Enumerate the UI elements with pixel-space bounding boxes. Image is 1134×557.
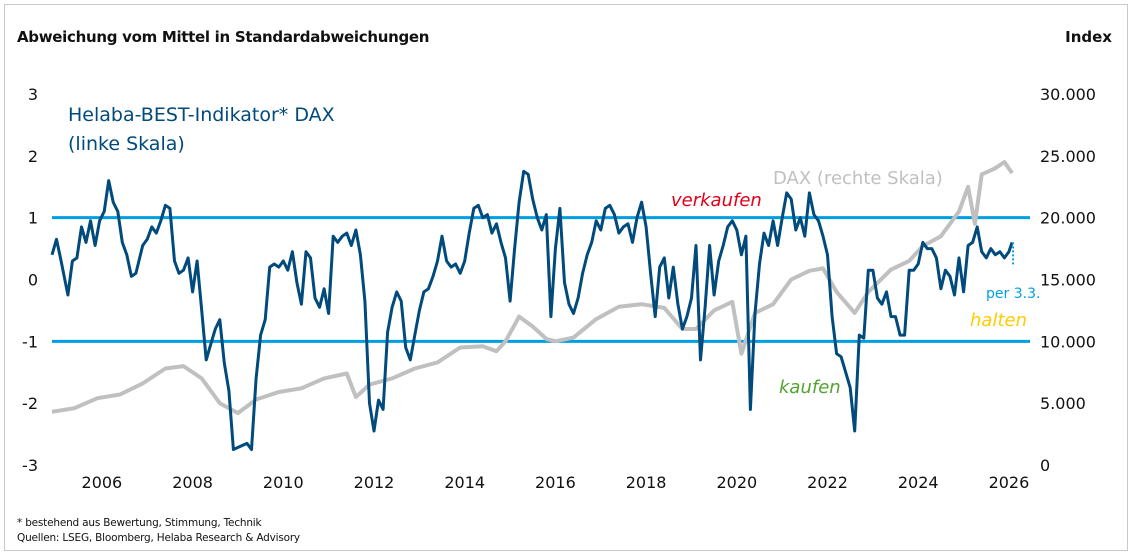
hold-label: halten xyxy=(970,310,1027,331)
right-axis-tick: 30.000 xyxy=(1040,85,1096,104)
series-line-indicator xyxy=(50,169,1014,451)
chart-frame xyxy=(4,4,1128,551)
right-axis-tick: 10.000 xyxy=(1040,332,1096,351)
left-axis-tick: -2 xyxy=(22,394,38,413)
x-axis-tick: 2020 xyxy=(716,473,757,492)
sources: Quellen: LSEG, Bloomberg, Helaba Researc… xyxy=(17,532,300,544)
x-axis-ticks: 2006 2008 2010 2012 2014 2016 2018 2020 2022 2024… xyxy=(82,473,1030,492)
left-axis-title: Abweichung vom Mittel in Standardabweich… xyxy=(17,28,430,46)
x-axis-tick: 2014 xyxy=(444,473,485,492)
x-axis-tick: 2008 xyxy=(172,473,213,492)
indicator-label-line1: Helaba-BEST-Indikator* DAX xyxy=(68,104,335,126)
dax-label: DAX (rechte Skala) xyxy=(773,168,943,189)
x-axis-tick: 2022 xyxy=(807,473,848,492)
series-layer xyxy=(50,160,1015,451)
right-axis-tick: 0 xyxy=(1040,456,1050,475)
right-axis-tick: 15.000 xyxy=(1040,271,1096,290)
x-axis-tick: 2016 xyxy=(535,473,576,492)
left-axis-tick: -3 xyxy=(22,456,38,475)
left-axis-tick: 0 xyxy=(28,271,38,290)
right-axis-tick: 20.000 xyxy=(1040,209,1096,228)
asof-label: per 3.3. xyxy=(986,286,1040,302)
x-axis-tick: 2018 xyxy=(626,473,667,492)
x-axis-tick: 2026 xyxy=(989,473,1030,492)
threshold-lines xyxy=(52,216,1030,343)
right-axis-title: Index xyxy=(1065,28,1112,46)
left-axis-ticks: 3 2 1 0 -1 -2 -3 xyxy=(22,85,38,475)
right-axis-tick: 25.000 xyxy=(1040,147,1096,166)
x-axis-tick: 2010 xyxy=(263,473,304,492)
annotations-layer: Helaba-BEST-Indikator* DAX (linke Skala)… xyxy=(68,104,1040,398)
buy-label: kaufen xyxy=(779,377,841,398)
right-axis-tick: 5.000 xyxy=(1040,394,1086,413)
x-axis-tick: 2012 xyxy=(354,473,395,492)
indicator-label-line2: (linke Skala) xyxy=(68,133,185,155)
left-axis-tick: -1 xyxy=(22,332,38,351)
x-axis-tick: 2006 xyxy=(82,473,123,492)
x-axis-tick: 2024 xyxy=(898,473,939,492)
right-axis-ticks: 30.000 25.000 20.000 15.000 10.000 5.000 0 xyxy=(1040,85,1096,475)
left-axis-tick: 1 xyxy=(28,209,38,228)
left-axis-tick: 3 xyxy=(28,85,38,104)
left-axis-tick: 2 xyxy=(28,147,38,166)
footnote: * bestehend aus Bewertung, Stimmung, Tec… xyxy=(17,517,262,529)
sell-label: verkaufen xyxy=(671,190,762,211)
